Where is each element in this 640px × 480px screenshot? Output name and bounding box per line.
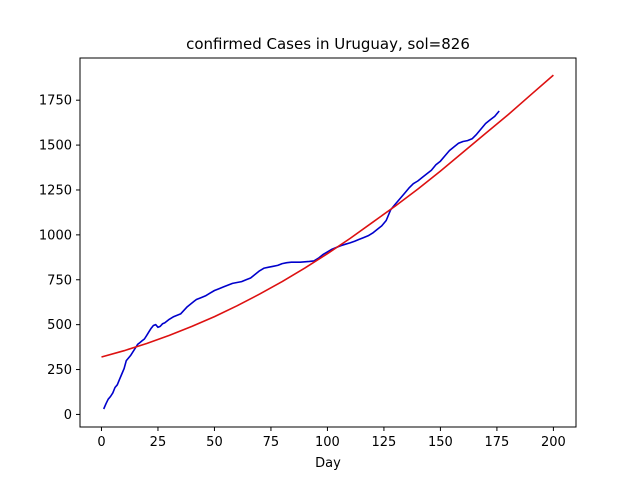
y-tick-label: 500: [47, 318, 72, 333]
x-tick-label: 125: [372, 435, 397, 450]
y-tick-label: 0: [64, 408, 72, 423]
fitted-curve-line: [101, 74, 554, 358]
x-tick-label: 175: [484, 435, 509, 450]
y-tick-label: 1250: [39, 183, 72, 198]
chart-title: confirmed Cases in Uruguay, sol=826: [186, 35, 470, 53]
y-tick-label: 750: [47, 273, 72, 288]
x-axis-label: Day: [315, 456, 341, 471]
x-tick-label: 200: [541, 435, 566, 450]
x-tick-label: 0: [97, 435, 105, 450]
x-tick-label: 100: [315, 435, 340, 450]
axis-ticks: 0 25 50 75 100 125 150 175 200 0 250 500 750 1000 1250…: [39, 94, 566, 450]
x-tick-label: 50: [206, 435, 223, 450]
confirmed-cases-line: [102, 110, 500, 410]
x-tick-label: 75: [263, 435, 280, 450]
x-tick-label: 150: [428, 435, 453, 450]
y-tick-label: 1000: [39, 228, 72, 243]
y-tick-label: 250: [47, 363, 72, 378]
data-series: [101, 74, 554, 410]
y-tick-label: 1750: [39, 94, 72, 109]
x-tick-label: 25: [150, 435, 167, 450]
plot-frame: [79, 57, 577, 428]
y-tick-label: 1500: [39, 139, 72, 154]
